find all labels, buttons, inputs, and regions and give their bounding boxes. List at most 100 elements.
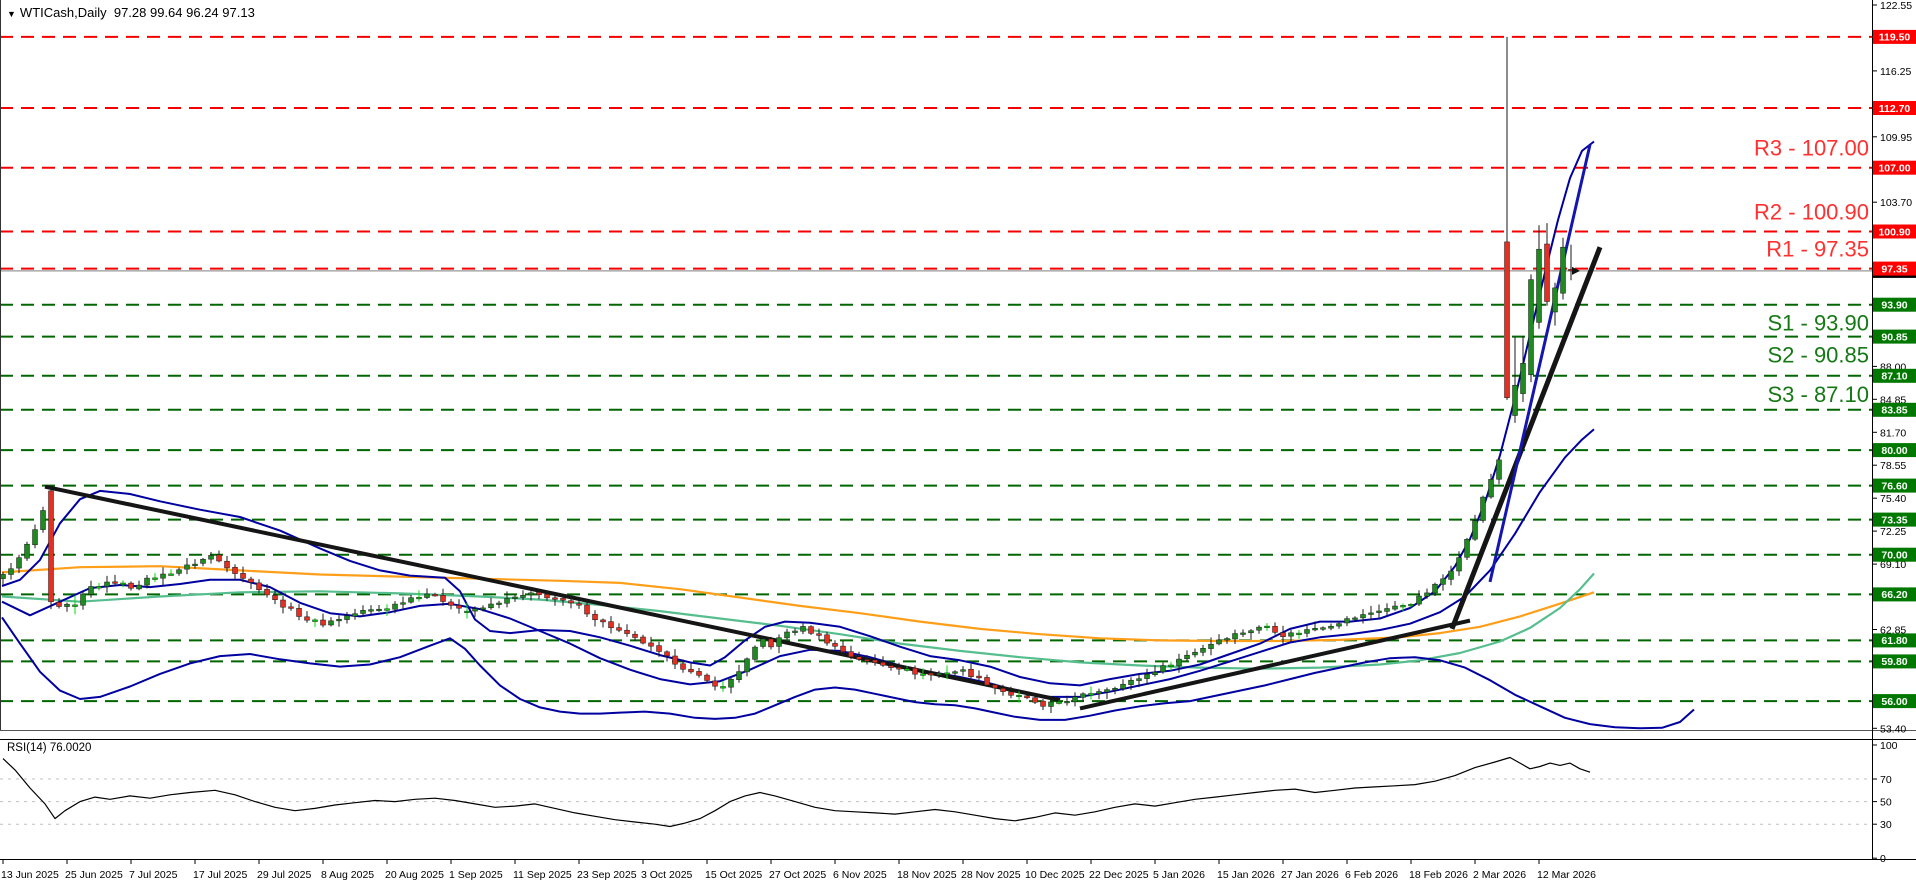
candle	[464, 602, 470, 619]
candle	[488, 597, 494, 610]
date-tick-label[interactable]: 6 Feb 2026	[1345, 869, 1398, 881]
steep-ascending-trendline[interactable]	[1449, 246, 1603, 630]
candle	[1272, 622, 1278, 635]
candle	[1552, 282, 1558, 326]
candle	[344, 612, 350, 624]
support-badge: 70.00	[1873, 547, 1916, 562]
candle	[1008, 686, 1014, 699]
sr-label[interactable]: R2 - 100.90	[1754, 200, 1869, 225]
candle	[656, 641, 662, 657]
candle	[1560, 237, 1566, 300]
date-tick-label[interactable]: 1 Sep 2025	[449, 869, 503, 881]
candle	[944, 665, 950, 680]
blue-steep-trendline[interactable]	[1488, 144, 1592, 583]
candle	[232, 564, 238, 581]
candle	[1168, 661, 1174, 671]
candle	[328, 617, 334, 627]
date-tick-label[interactable]: 17 Jul 2025	[193, 869, 247, 881]
candle	[904, 666, 910, 672]
candle	[424, 588, 430, 599]
date-tick-label[interactable]: 7 Jul 2025	[129, 869, 178, 881]
date-tick-label[interactable]: 11 Sep 2025	[513, 869, 572, 881]
sr-label[interactable]: S1 - 93.90	[1767, 311, 1869, 336]
price-tick-label: 53.40	[1880, 723, 1906, 735]
svg-text:80.00: 80.00	[1881, 445, 1907, 457]
candle	[440, 588, 446, 606]
candle	[352, 608, 358, 620]
svg-text:107.00: 107.00	[1878, 163, 1910, 175]
candle	[0, 571, 6, 586]
svg-text:59.80: 59.80	[1881, 656, 1907, 668]
sr-label[interactable]: R1 - 97.35	[1766, 237, 1869, 262]
candle	[960, 666, 966, 676]
candle	[696, 668, 702, 678]
date-tick-label[interactable]: 20 Aug 2025	[385, 869, 444, 881]
collapse-arrow-icon[interactable]: ▼	[7, 9, 16, 19]
price-tick-label: 69.10	[1880, 559, 1906, 571]
date-tick-label[interactable]: 15 Jan 2026	[1217, 869, 1275, 881]
candle	[1536, 225, 1542, 329]
date-tick-label[interactable]: 22 Dec 2025	[1089, 869, 1149, 881]
date-tick-label[interactable]: 5 Jan 2026	[1153, 869, 1205, 881]
date-tick-label[interactable]: 13 Jun 2025	[1, 869, 59, 881]
sr-label[interactable]: S2 - 90.85	[1767, 343, 1869, 368]
date-tick-label[interactable]: 27 Jan 2026	[1281, 869, 1339, 881]
date-tick-label[interactable]: 25 Jun 2025	[65, 869, 123, 881]
date-tick-label[interactable]: 18 Nov 2025	[897, 869, 957, 881]
support-badge: 66.20	[1873, 587, 1916, 602]
date-tick-label[interactable]: 8 Aug 2025	[321, 869, 374, 881]
candle	[864, 655, 870, 665]
date-tick-label[interactable]: 10 Dec 2025	[1025, 869, 1085, 881]
svg-text:83.85: 83.85	[1881, 405, 1907, 417]
candle	[1304, 624, 1310, 638]
support-badge: 59.80	[1873, 654, 1916, 669]
date-tick-label[interactable]: 18 Feb 2026	[1409, 869, 1468, 881]
candle	[1344, 616, 1350, 627]
date-tick-label[interactable]: 12 Mar 2026	[1537, 869, 1596, 881]
candle	[776, 634, 782, 654]
sr-label[interactable]: S3 - 87.10	[1767, 382, 1869, 407]
candle	[16, 554, 22, 574]
candle	[1144, 668, 1150, 685]
sr-label[interactable]: R3 - 107.00	[1754, 136, 1869, 161]
price-tick-label: 109.95	[1880, 132, 1912, 144]
candle	[1240, 629, 1246, 637]
date-tick-label[interactable]: 2 Mar 2026	[1473, 869, 1526, 881]
candle	[1264, 623, 1270, 631]
candle	[808, 625, 814, 635]
date-tick-label[interactable]: 28 Nov 2025	[961, 869, 1021, 881]
candle	[1176, 653, 1182, 673]
date-tick-label[interactable]: 23 Sep 2025	[577, 869, 637, 881]
candle	[160, 567, 166, 586]
candle	[1192, 648, 1198, 658]
candle	[48, 485, 54, 610]
candle	[688, 663, 694, 674]
candle	[1336, 620, 1342, 629]
candle	[928, 668, 934, 681]
date-tick-label[interactable]: 3 Oct 2025	[641, 869, 693, 881]
date-tick-label[interactable]: 15 Oct 2025	[705, 869, 762, 881]
date-tick-label[interactable]: 27 Oct 2025	[769, 869, 826, 881]
rsi-tick-label: 50	[1880, 797, 1892, 809]
candle	[544, 592, 550, 601]
candle	[168, 569, 174, 576]
candle	[584, 598, 590, 617]
candle	[1408, 603, 1414, 608]
candle	[528, 591, 534, 601]
candle	[320, 613, 326, 628]
rsi-tick-label: 70	[1880, 774, 1892, 786]
date-tick-label[interactable]: 6 Nov 2025	[833, 869, 887, 881]
svg-text:90.85: 90.85	[1881, 331, 1907, 343]
svg-text:87.10: 87.10	[1881, 371, 1907, 383]
candle	[1184, 650, 1190, 662]
candle	[1480, 495, 1486, 523]
candle	[432, 592, 438, 597]
candle	[672, 649, 678, 669]
candle	[968, 663, 974, 681]
candle	[720, 681, 726, 692]
candle	[416, 590, 422, 602]
candle	[1520, 336, 1526, 402]
ascending-support-trendline[interactable]	[1079, 618, 1471, 711]
date-tick-label[interactable]: 29 Jul 2025	[257, 869, 311, 881]
